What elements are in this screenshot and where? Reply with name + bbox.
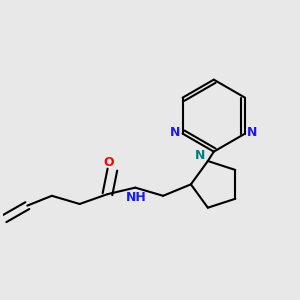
Text: N: N bbox=[247, 125, 257, 139]
Text: N: N bbox=[170, 125, 181, 139]
Text: NH: NH bbox=[126, 191, 146, 204]
Text: O: O bbox=[104, 156, 114, 169]
Text: N: N bbox=[194, 148, 205, 162]
